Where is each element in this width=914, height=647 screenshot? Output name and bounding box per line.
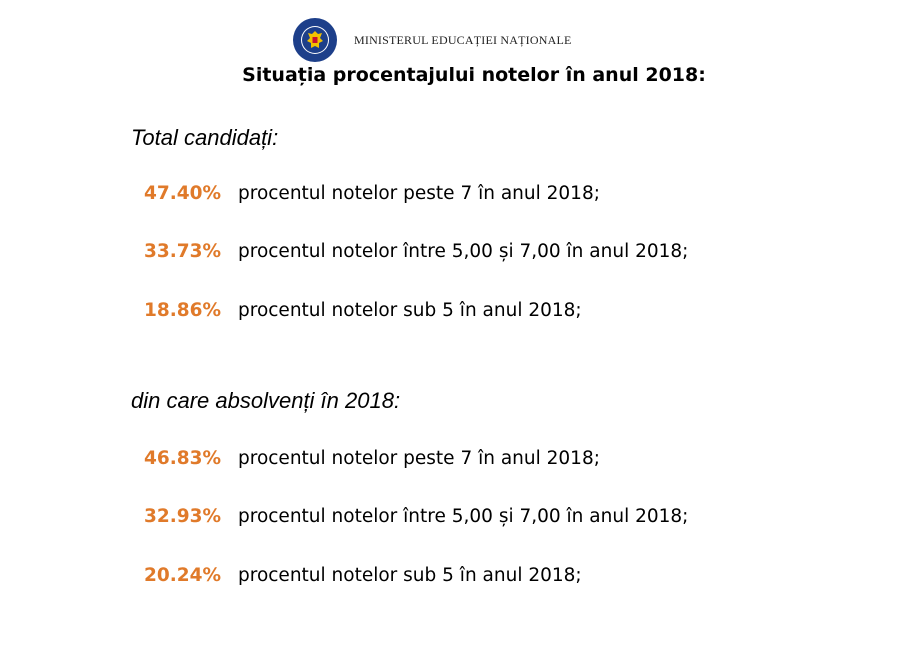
stat-row: 20.24% procentul notelor sub 5 în anul 2… [144,565,582,586]
percent-value: 18.86% [144,300,222,321]
percent-value: 47.40% [144,183,222,204]
percent-description: procentul notelor peste 7 în anul 2018; [238,183,600,204]
section-heading-graduates: din care absolvenți în 2018: [131,388,401,413]
stat-row: 47.40% procentul notelor peste 7 în anul… [144,183,600,204]
stat-row: 18.86% procentul notelor sub 5 în anul 2… [144,300,582,321]
percent-value: 20.24% [144,565,222,586]
ministry-header: MINISTERUL EDUCAȚIEI NAȚIONALE [292,18,572,62]
percent-description: procentul notelor sub 5 în anul 2018; [238,300,582,321]
government-seal-logo [293,18,337,62]
stat-row: 33.73% procentul notelor între 5,00 și 7… [144,241,688,262]
stat-row: 46.83% procentul notelor peste 7 în anul… [144,448,600,469]
percent-description: procentul notelor între 5,00 și 7,00 în … [238,506,689,527]
percent-value: 33.73% [144,241,222,262]
stat-row: 32.93% procentul notelor între 5,00 și 7… [144,506,688,527]
percent-value: 46.83% [144,448,222,469]
percent-description: procentul notelor între 5,00 și 7,00 în … [238,241,689,262]
percent-description: procentul notelor peste 7 în anul 2018; [238,448,600,469]
ministry-name: MINISTERUL EDUCAȚIEI NAȚIONALE [354,32,572,47]
percent-description: procentul notelor sub 5 în anul 2018; [238,565,582,586]
percent-value: 32.93% [144,506,222,527]
page-title: Situația procentajului notelor în anul 2… [242,64,706,86]
section-heading-total: Total candidați: [131,125,279,150]
